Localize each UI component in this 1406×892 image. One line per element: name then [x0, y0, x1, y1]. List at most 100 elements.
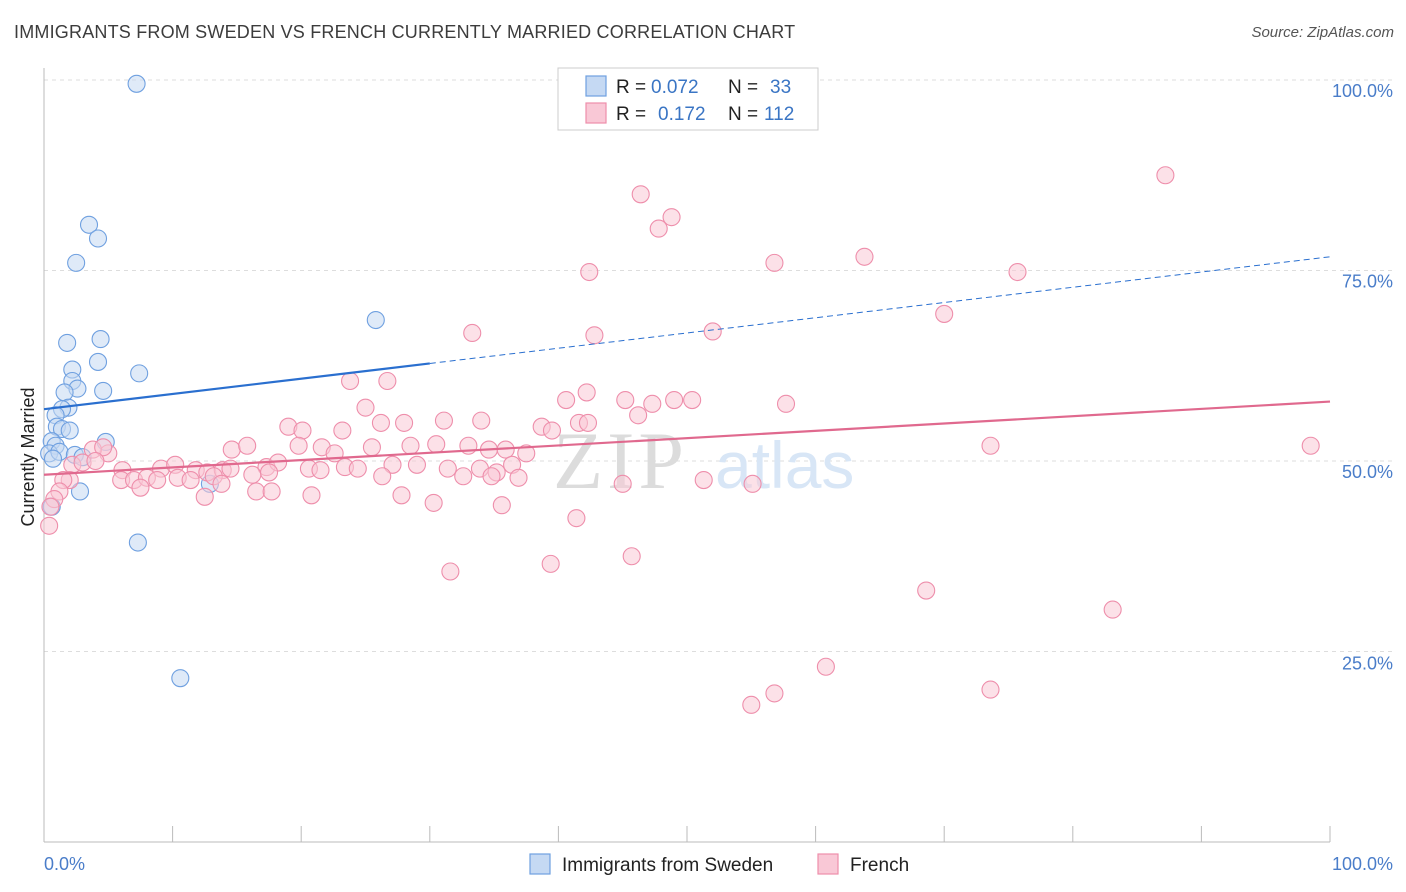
data-point: [43, 449, 63, 468]
data-point: [79, 215, 99, 234]
y-axis-label: Currently Married: [18, 387, 38, 526]
data-point: [131, 478, 150, 497]
legend-n-label-french: N =: [728, 104, 758, 125]
data-point: [1301, 436, 1320, 455]
data-point: [91, 330, 110, 349]
data-point: [171, 669, 190, 688]
data-point: [585, 326, 604, 345]
data-point: [765, 253, 784, 272]
data-point: [60, 421, 79, 440]
data-point: [541, 554, 560, 573]
data-point: [88, 352, 108, 371]
series-sweden-points: [40, 74, 385, 688]
x-tick-label: 0.0%: [44, 854, 85, 874]
data-point: [262, 482, 281, 501]
data-point: [1156, 166, 1175, 185]
data-point: [981, 436, 1000, 455]
source-label: Source: ZipAtlas.com: [1251, 24, 1394, 41]
data-point: [434, 411, 453, 430]
data-point: [438, 459, 457, 478]
data-point: [981, 680, 1000, 699]
legend-n-label-sweden: N =: [728, 77, 758, 98]
grid-lines: [44, 79, 1392, 652]
data-point: [395, 413, 414, 432]
data-point: [383, 455, 402, 474]
data-point: [348, 459, 367, 478]
data-point: [70, 482, 90, 501]
data-point: [509, 468, 528, 487]
data-point: [128, 533, 147, 552]
y-tick-label: 50.0%: [1342, 462, 1393, 482]
data-point: [222, 440, 241, 459]
data-point: [629, 406, 648, 425]
data-point: [333, 421, 352, 440]
data-point: [127, 74, 146, 93]
data-point: [855, 247, 874, 266]
data-point: [302, 486, 321, 505]
data-point: [373, 467, 392, 486]
data-point: [765, 684, 784, 703]
data-point: [392, 486, 411, 505]
data-point: [67, 253, 86, 272]
legend-n-value-sweden: 33: [770, 77, 791, 98]
data-point: [694, 470, 713, 490]
data-point: [816, 657, 835, 676]
legend-r-value-french: 0.172: [658, 104, 706, 125]
trend-line-french: [43, 400, 1331, 476]
data-point: [427, 435, 446, 454]
data-point: [917, 581, 936, 600]
data-point: [356, 398, 375, 417]
legend-r-value-sweden: 0.072: [651, 77, 699, 98]
data-point: [311, 461, 330, 480]
data-point: [578, 413, 598, 432]
data-point: [401, 436, 420, 455]
data-point: [742, 695, 761, 714]
data-point: [86, 451, 105, 471]
watermark-atlas: atlas: [715, 428, 854, 502]
data-point: [577, 383, 596, 402]
data-point: [259, 463, 279, 482]
data-point: [935, 304, 954, 323]
data-point: [40, 516, 59, 535]
data-point: [238, 436, 257, 455]
data-point: [378, 371, 397, 391]
data-point: [181, 470, 200, 490]
data-point: [94, 438, 113, 457]
data-point: [212, 474, 231, 493]
data-point: [542, 421, 562, 440]
bottom-legend-label-french: French: [850, 855, 909, 876]
data-point: [362, 438, 381, 457]
data-point: [622, 547, 641, 566]
data-point: [492, 496, 511, 515]
watermark: ZIP atlas: [553, 415, 854, 506]
data-point: [517, 444, 536, 463]
data-point: [616, 390, 635, 410]
bottom-legend-swatch-french: [817, 853, 839, 875]
legend-n-value-french: 112: [764, 104, 794, 125]
bottom-legend-label-sweden: Immigrants from Sweden: [562, 855, 773, 876]
data-point: [1008, 262, 1027, 282]
data-point: [683, 390, 702, 410]
legend-r-label-sweden: R =: [616, 77, 646, 98]
data-point: [776, 394, 796, 413]
y-tick-label: 100.0%: [1332, 81, 1393, 101]
data-point: [55, 383, 74, 402]
tick-labels: 25.0% 50.0% 75.0% 100.0% 0.0% 100.0%: [44, 81, 1393, 874]
data-point: [289, 436, 308, 455]
legend-swatch-french: [585, 102, 607, 124]
data-point: [371, 413, 390, 432]
data-point: [482, 467, 501, 486]
x-tick-label: 100.0%: [1332, 854, 1393, 874]
data-point: [463, 323, 482, 343]
data-point: [58, 333, 77, 352]
data-point: [472, 411, 491, 430]
trend-lines: [43, 256, 1331, 476]
data-point: [557, 390, 576, 410]
y-tick-label: 75.0%: [1342, 272, 1393, 292]
data-point: [580, 262, 599, 282]
data-point: [88, 229, 108, 248]
data-point: [366, 310, 385, 330]
trend-line-sweden-extension: [429, 256, 1331, 364]
data-point: [567, 509, 586, 528]
